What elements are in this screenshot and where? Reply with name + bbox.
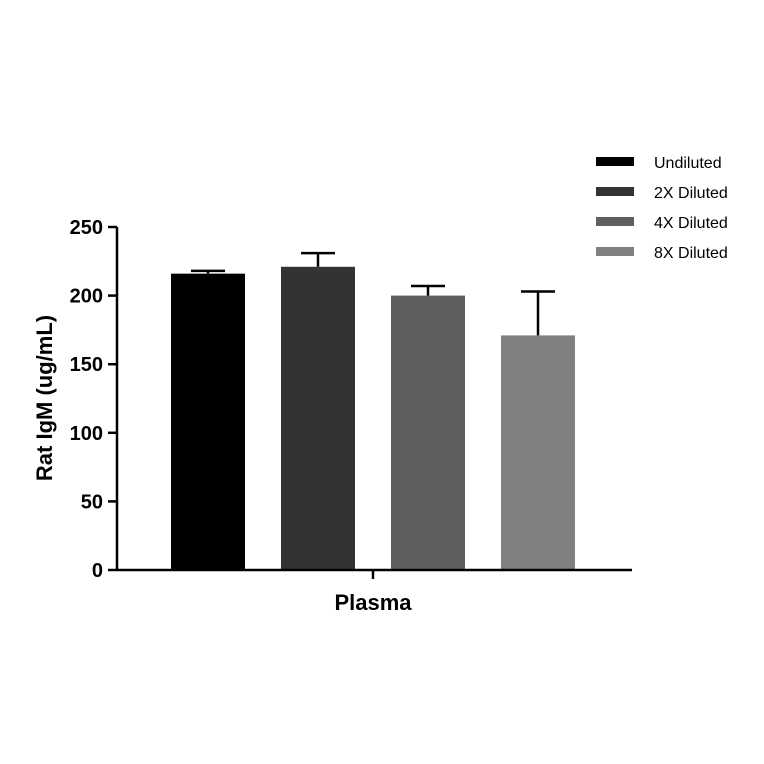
- y-tick-label: 200: [70, 286, 103, 308]
- legend-swatch: [596, 247, 634, 256]
- legend-entry: 2X Diluted: [654, 185, 728, 202]
- y-tick-label: 50: [81, 491, 103, 513]
- legend: Undiluted 2X Diluted 4X Diluted 8X Diluted: [596, 155, 728, 262]
- y-tick-label: 150: [70, 354, 103, 376]
- legend-entry: 4X Diluted: [654, 215, 728, 232]
- y-tick-label: 0: [92, 560, 103, 582]
- legend-entry: 8X Diluted: [654, 245, 728, 262]
- x-category-label: Plasma: [334, 590, 412, 615]
- legend-entry: Undiluted: [654, 155, 722, 172]
- bar-2x-diluted: [281, 266, 355, 570]
- bar-8x-diluted: [501, 335, 575, 570]
- y-tick-label: 100: [70, 423, 103, 445]
- legend-swatch: [596, 157, 634, 166]
- y-axis-title: Rat IgM (ug/mL): [32, 315, 57, 481]
- y-tick-label: 250: [70, 217, 103, 239]
- y-axis: 0 50 100 150 200 250: [70, 217, 119, 582]
- bar-4x-diluted: [391, 295, 465, 570]
- bar-undiluted: [171, 273, 245, 570]
- legend-swatch: [596, 187, 634, 196]
- x-axis: Plasma: [117, 568, 632, 615]
- bars: [171, 251, 575, 570]
- legend-swatch: [596, 217, 634, 226]
